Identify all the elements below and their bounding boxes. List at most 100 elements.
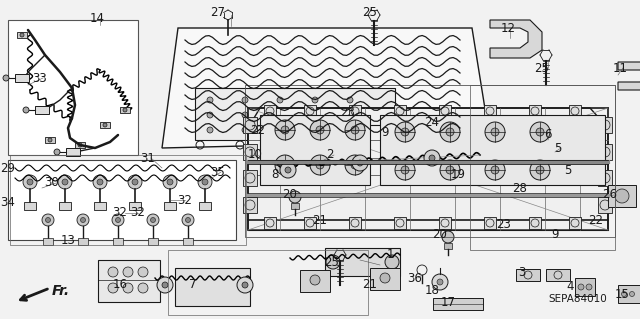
Bar	[598, 197, 612, 213]
Circle shape	[485, 122, 505, 142]
Bar	[243, 117, 257, 133]
Circle shape	[81, 218, 86, 222]
Bar	[349, 217, 361, 229]
Circle shape	[108, 283, 118, 293]
Text: SEPA84010: SEPA84010	[548, 294, 607, 304]
Text: Fr.: Fr.	[52, 284, 70, 298]
Text: 9: 9	[551, 228, 559, 241]
Bar	[164, 202, 176, 210]
Bar	[175, 268, 250, 306]
Circle shape	[312, 127, 318, 133]
Circle shape	[395, 160, 415, 180]
Circle shape	[138, 267, 148, 277]
Text: 20: 20	[433, 228, 447, 241]
Bar	[120, 107, 130, 113]
Bar	[94, 202, 106, 210]
Text: 5: 5	[554, 142, 562, 154]
Bar	[598, 144, 612, 160]
Circle shape	[285, 167, 291, 173]
Circle shape	[345, 120, 365, 140]
Bar	[484, 217, 496, 229]
Text: 2: 2	[326, 149, 333, 161]
Circle shape	[167, 179, 173, 185]
Text: 25: 25	[363, 5, 378, 19]
Bar	[484, 105, 496, 117]
Bar	[439, 217, 451, 229]
Circle shape	[578, 284, 584, 290]
Bar	[470, 85, 615, 250]
Circle shape	[132, 179, 138, 185]
Text: 16: 16	[113, 278, 127, 291]
Circle shape	[242, 97, 248, 103]
Circle shape	[351, 126, 359, 134]
Bar	[129, 202, 141, 210]
Polygon shape	[162, 28, 490, 148]
Bar	[8, 20, 138, 155]
Text: 23: 23	[340, 106, 355, 118]
Circle shape	[123, 108, 127, 112]
Circle shape	[401, 128, 409, 136]
Bar	[59, 202, 71, 210]
Bar	[569, 105, 581, 117]
Circle shape	[3, 75, 9, 81]
Circle shape	[123, 283, 133, 293]
Circle shape	[202, 179, 208, 185]
Bar	[608, 185, 636, 207]
Text: 26: 26	[602, 189, 618, 202]
Bar	[598, 117, 612, 133]
Circle shape	[530, 122, 550, 142]
Text: 11: 11	[612, 62, 627, 75]
Circle shape	[27, 179, 33, 185]
Bar	[45, 137, 55, 143]
Circle shape	[536, 166, 544, 174]
Polygon shape	[248, 108, 608, 230]
Text: 22: 22	[589, 213, 604, 226]
Text: 23: 23	[497, 219, 511, 232]
Bar	[98, 260, 160, 302]
Circle shape	[345, 155, 365, 175]
Bar	[43, 238, 53, 245]
Circle shape	[326, 255, 340, 269]
Bar	[8, 160, 236, 240]
Polygon shape	[490, 20, 542, 58]
Text: 34: 34	[1, 197, 15, 210]
Bar	[546, 269, 570, 281]
Bar	[304, 217, 316, 229]
Circle shape	[310, 275, 320, 285]
Circle shape	[289, 191, 301, 203]
Bar	[618, 285, 640, 303]
Text: 22: 22	[250, 123, 266, 137]
Circle shape	[103, 123, 107, 127]
Text: 19: 19	[451, 168, 465, 182]
Circle shape	[182, 214, 194, 226]
Bar	[17, 32, 27, 38]
Bar	[243, 197, 257, 213]
Text: 4: 4	[566, 279, 573, 293]
Circle shape	[23, 175, 37, 189]
Circle shape	[440, 122, 460, 142]
Circle shape	[485, 160, 505, 180]
Circle shape	[380, 273, 390, 283]
Circle shape	[491, 128, 499, 136]
Circle shape	[150, 218, 156, 222]
Circle shape	[446, 128, 454, 136]
Polygon shape	[380, 115, 605, 185]
Text: 36: 36	[408, 271, 422, 285]
Bar	[15, 74, 29, 82]
Circle shape	[586, 284, 592, 290]
Circle shape	[112, 214, 124, 226]
Text: 24: 24	[424, 115, 440, 129]
Circle shape	[446, 166, 454, 174]
Bar	[264, 217, 276, 229]
Circle shape	[385, 255, 399, 269]
Bar	[575, 278, 595, 296]
Text: 15: 15	[614, 287, 629, 300]
Circle shape	[186, 218, 191, 222]
Bar	[100, 122, 110, 128]
Circle shape	[491, 166, 499, 174]
Bar	[264, 105, 276, 117]
Circle shape	[128, 175, 142, 189]
Circle shape	[630, 292, 634, 296]
Bar	[598, 170, 612, 186]
Bar	[325, 248, 400, 276]
